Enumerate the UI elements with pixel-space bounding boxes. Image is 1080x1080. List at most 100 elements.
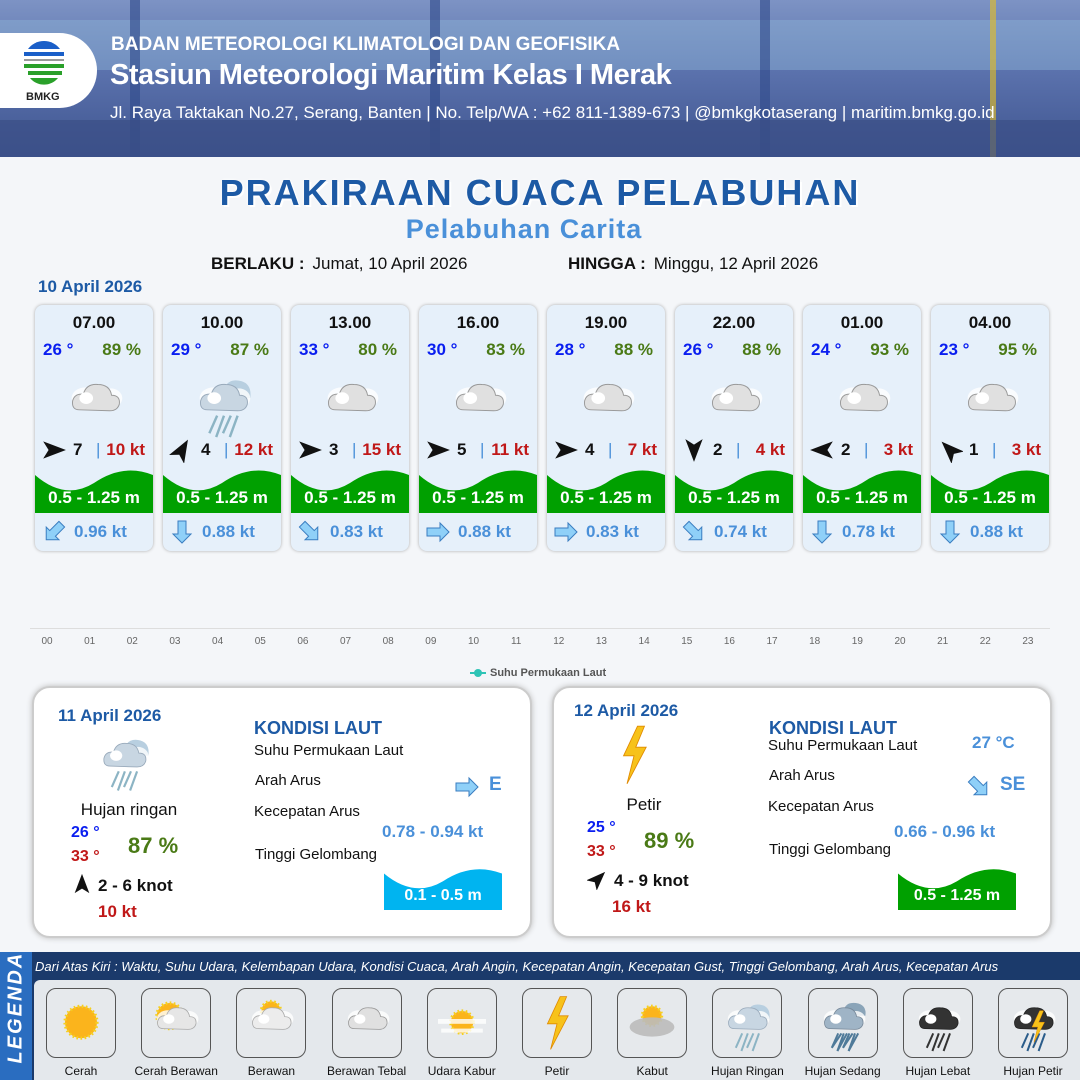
hourly-card: 10.00 29 ° 87 % 4 | 12 kt 0.5 - 1.25 m 0… xyxy=(163,305,281,551)
legend-icon-box xyxy=(522,988,592,1058)
berawan-tebal-icon xyxy=(335,991,399,1060)
hujan-petir-icon xyxy=(1001,991,1065,1060)
sst-label: Suhu Permukaan Laut xyxy=(768,737,918,754)
current-direction-label: Arah Arus xyxy=(255,772,321,789)
legend-icon-box xyxy=(712,988,783,1058)
current-direction-icon xyxy=(809,519,835,550)
gust-speed: 3 kt xyxy=(883,440,913,459)
sea-condition-title: KONDISI LAUT xyxy=(769,718,897,738)
hourly-card: 13.00 33 ° 80 % 3 | 15 kt 0.5 - 1.25 m 0… xyxy=(291,305,409,551)
legend-label: Cerah xyxy=(64,1064,98,1078)
humidity: 89 % xyxy=(102,340,141,359)
wave-graphic xyxy=(803,463,921,513)
contact-info: Jl. Raya Taktakan No.27, Serang, Banten … xyxy=(110,103,995,122)
air-temperature: 29 ° xyxy=(171,340,202,359)
humidity: 95 % xyxy=(998,340,1037,359)
wind-speed-range: 4 - 9 knot xyxy=(614,871,689,890)
berawan-tebal-icon xyxy=(567,365,647,441)
legend-label: Kabut xyxy=(636,1064,668,1078)
current-info: 0.83 kt xyxy=(553,519,665,545)
valid-to: HINGGA : Minggu, 12 April 2026 xyxy=(568,254,818,274)
current-speed: 0.88 kt xyxy=(202,522,255,541)
air-temperature: 28 ° xyxy=(555,340,586,359)
wave-height: 0.5 - 1.25 m xyxy=(432,488,524,507)
separator: | xyxy=(736,440,741,459)
forecast-time: 10.00 xyxy=(200,313,244,332)
forecast-time: 07.00 xyxy=(72,313,116,332)
current-direction: SE xyxy=(1000,774,1026,795)
cerah-icon xyxy=(49,991,113,1060)
legend-label: Hujan Petir xyxy=(1003,1064,1063,1078)
berawan-tebal-icon xyxy=(695,365,775,441)
legend-label: Hujan Lebat xyxy=(905,1064,971,1078)
humidity: 88 % xyxy=(742,340,781,359)
wave-graphic xyxy=(931,463,1049,513)
wave-height: 0.5 - 1.25 m xyxy=(913,887,1001,904)
wind-speed: 7 xyxy=(73,440,83,459)
wind-speed: 5 xyxy=(457,440,467,459)
current-direction-icon xyxy=(553,519,579,550)
wave-height-label: Tinggi Gelombang xyxy=(255,846,378,863)
udara-kabur-icon xyxy=(430,991,494,1060)
separator: | xyxy=(480,440,485,459)
current-direction-icon xyxy=(681,519,707,550)
x-tick-label: 21 xyxy=(937,636,949,647)
wave-graphic xyxy=(163,463,281,513)
current-direction-icon xyxy=(425,519,451,550)
current-speed: 0.88 kt xyxy=(970,522,1023,541)
gust-speed: 10 kt xyxy=(106,440,145,459)
hourly-card: 16.00 30 ° 83 % 5 | 11 kt 0.5 - 1.25 m 0… xyxy=(419,305,537,551)
separator: | xyxy=(864,440,869,459)
gust-speed: 11 kt xyxy=(491,440,529,459)
wind-direction-icon xyxy=(71,873,93,900)
hourly-card: 01.00 24 ° 93 % 2 | 3 kt 0.5 - 1.25 m 0.… xyxy=(803,305,921,551)
weather-condition: Hujan ringan xyxy=(80,800,178,819)
current-direction: E xyxy=(489,774,502,795)
hujan-sedang-icon xyxy=(811,991,875,1060)
wind-info: 2 | 4 kt xyxy=(681,437,791,462)
current-speed: 0.74 kt xyxy=(714,522,767,541)
gust-speed: 4 kt xyxy=(755,440,785,459)
current-info: 0.88 kt xyxy=(937,519,1049,545)
legend-icon-box xyxy=(331,988,402,1060)
air-temperature: 23 ° xyxy=(939,340,970,359)
banner-pillar xyxy=(760,0,770,157)
legend-label: Hujan Sedang xyxy=(804,1064,881,1078)
kabut-icon xyxy=(620,991,684,1060)
wind-direction-icon xyxy=(937,437,964,468)
current-info: 0.96 kt xyxy=(41,519,153,545)
wind-direction-icon xyxy=(425,437,451,468)
wave-graphic xyxy=(35,463,153,513)
valid-from-label: BERLAKU : xyxy=(211,254,305,273)
legend-icon-box xyxy=(46,988,116,1058)
wind-direction-icon xyxy=(297,437,323,468)
berawan-tebal-icon xyxy=(439,365,519,441)
sst-chart-legend: Suhu Permukaan Laut xyxy=(470,667,606,679)
sea-condition-title: KONDISI LAUT xyxy=(254,718,382,738)
current-speed: 0.83 kt xyxy=(330,522,383,541)
x-tick-label: 16 xyxy=(723,636,735,647)
sst-chart-axis xyxy=(30,628,1050,629)
wave-height: 0.5 - 1.25 m xyxy=(816,488,908,507)
wave-graphic xyxy=(419,463,537,513)
banner-crane xyxy=(990,0,996,157)
page-title: PRAKIRAAN CUACA PELABUHAN xyxy=(219,172,861,213)
humidity: 87 % xyxy=(128,833,179,858)
wind-info: 3 | 15 kt xyxy=(297,437,407,461)
wind-info: 7 | 10 kt xyxy=(41,437,151,461)
station-name: Stasiun Meteorologi Maritim Kelas I Mera… xyxy=(110,59,672,91)
x-tick-label: 13 xyxy=(595,636,607,647)
gust-speed: 10 kt xyxy=(98,902,137,921)
header-banner: BMKG BADAN METEOROLOGI KLIMATOLOGI DAN G… xyxy=(0,0,1080,157)
wind-speed: 2 xyxy=(713,440,723,459)
weather-condition: Petir xyxy=(626,795,662,814)
wave-height-label: Tinggi Gelombang xyxy=(769,841,892,858)
wave-graphic xyxy=(291,463,409,513)
hujan-ringan-icon xyxy=(89,726,159,799)
gust-speed: 7 kt xyxy=(627,440,657,459)
air-temperature: 30 ° xyxy=(427,340,458,359)
wave-height: 0.5 - 1.25 m xyxy=(688,488,780,507)
wind-info: 2 | 3 kt xyxy=(809,437,919,461)
legend-icon-box xyxy=(617,988,688,1060)
wind-direction-icon xyxy=(553,437,579,468)
